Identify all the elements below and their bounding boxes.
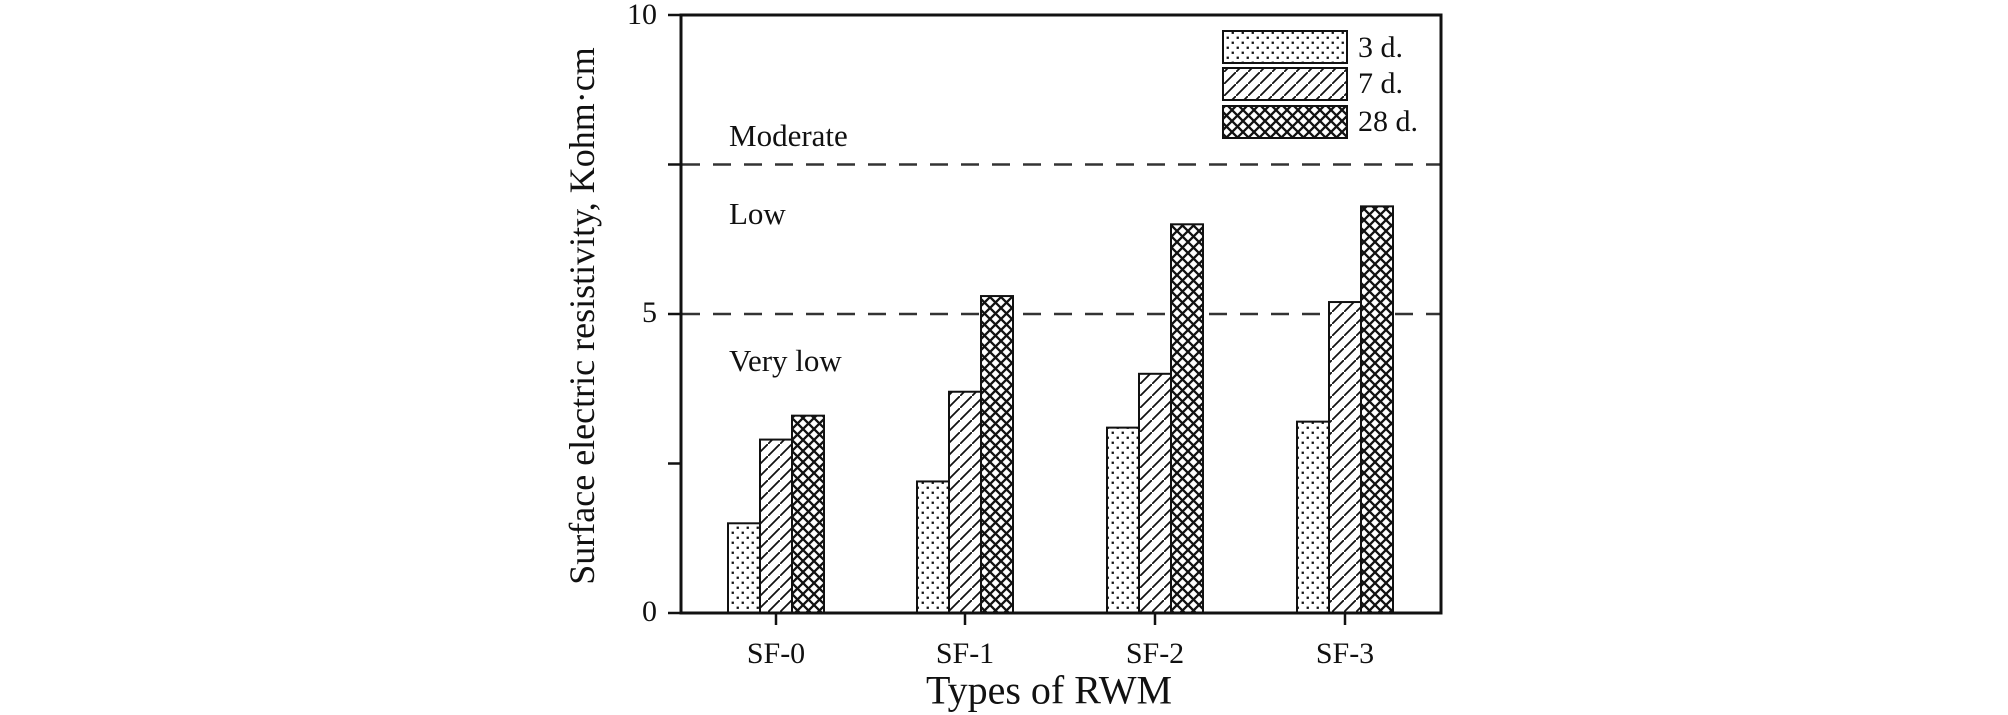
- zone-label-moderate: Moderate: [729, 118, 848, 153]
- bar-SF-2-7d: [1138, 372, 1172, 614]
- bar-SF-2-3d: [1106, 426, 1140, 614]
- zone-label-very-low: Very low: [729, 343, 842, 378]
- y-axis-title: Surface electric resistivity, Kohm·cm: [562, 47, 602, 585]
- x-tick-label-sf0: SF-0: [746, 637, 806, 670]
- legend-swatch-7d: [1222, 67, 1348, 101]
- bar-SF-1-3d: [916, 480, 950, 614]
- x-tick-label-sf1: SF-1: [935, 637, 995, 670]
- y-tick-label-10: 10: [627, 0, 657, 31]
- legend-label-7d: 7 d.: [1358, 67, 1403, 100]
- bar-SF-0-3d: [727, 522, 761, 614]
- bar-SF-1-28d: [980, 295, 1014, 614]
- x-tick-label-sf3: SF-3: [1315, 637, 1375, 670]
- legend-swatch-28d: [1222, 105, 1348, 139]
- legend-label-3d: 3 d.: [1358, 31, 1403, 64]
- bar-SF-1-7d: [948, 390, 982, 614]
- bar-SF-3-3d: [1296, 420, 1330, 615]
- legend-swatch-3d: [1222, 30, 1348, 64]
- legend-label-28d: 28 d.: [1358, 105, 1418, 138]
- bar-SF-2-28d: [1170, 223, 1204, 615]
- bar-SF-0-28d: [791, 414, 825, 614]
- bar-SF-3-7d: [1328, 301, 1362, 614]
- x-axis-title: Types of RWM: [925, 667, 1173, 713]
- y-tick-label-5: 5: [642, 296, 657, 329]
- y-tick-label-0: 0: [642, 595, 657, 628]
- bar-SF-0-7d: [759, 438, 793, 614]
- x-tick-label-sf2: SF-2: [1125, 637, 1185, 670]
- bar-SF-3-28d: [1360, 205, 1394, 615]
- zone-label-low: Low: [729, 196, 786, 231]
